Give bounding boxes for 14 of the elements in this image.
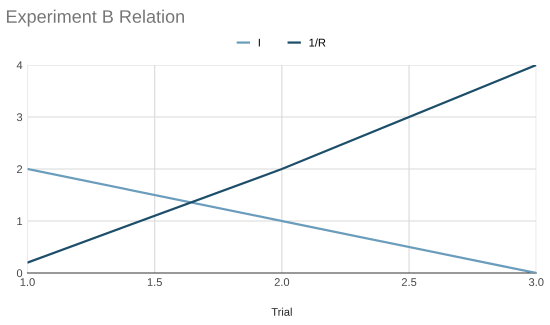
x-tick-label: 3.0 — [528, 278, 544, 286]
y-tick-label: 3 — [16, 113, 22, 122]
x-tick-label: 1.0 — [20, 278, 35, 286]
x-tick-label: 1.5 — [148, 278, 162, 286]
y-tick-label: 2 — [17, 165, 22, 174]
y-tick-label: 1 — [17, 217, 22, 226]
legend-label: 1/R — [310, 38, 326, 47]
legend-label: I — [258, 38, 260, 46]
chart-title: Experiment B Relation — [6, 10, 184, 26]
x-axis-title: Trial — [272, 308, 292, 316]
x-tick-label: 2.0 — [274, 278, 290, 286]
y-tick-label: 0 — [16, 269, 22, 278]
y-tick-label: 4 — [16, 61, 22, 70]
x-tick-label: 2.5 — [402, 278, 416, 286]
